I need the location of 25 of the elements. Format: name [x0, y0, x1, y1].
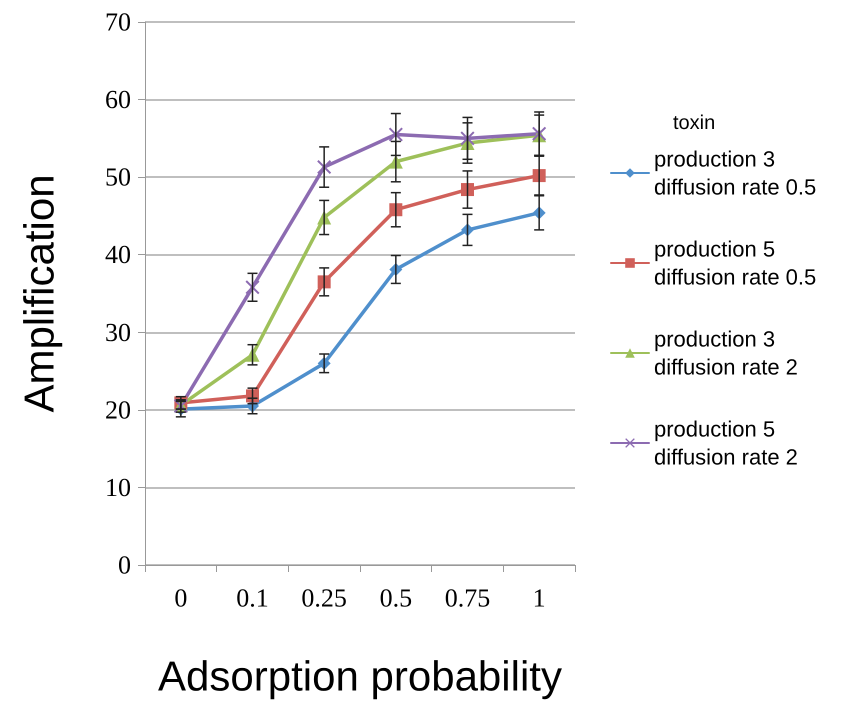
y-tick-label: 60: [105, 85, 131, 114]
y-tick-label: 20: [105, 395, 131, 424]
point: [317, 160, 332, 174]
y-tick-label: 0: [118, 550, 131, 580]
x-tick-label: 0.5: [380, 584, 412, 612]
point: [388, 127, 403, 142]
y-tick-label: 30: [105, 318, 131, 347]
y-tick-label: 50: [105, 162, 131, 192]
x-tick-label: 0.25: [301, 584, 347, 612]
point: [246, 280, 260, 294]
legend-title: toxin: [673, 112, 716, 134]
x-tick-label: 1: [532, 584, 546, 612]
legend-label: production 3 diffusion rate 2: [654, 326, 798, 380]
point: [460, 131, 474, 146]
legend-label: production 3 diffusion rate 0.5: [654, 146, 816, 200]
y-tick-label: 40: [105, 240, 131, 270]
y-tick-label: 10: [105, 472, 131, 502]
y-tick-label: 70: [105, 8, 131, 36]
x-tick-label: 0.75: [444, 584, 490, 612]
legend-label: production 5 diffusion rate 0.5: [654, 236, 816, 290]
x-axis-title: Adsorption probability: [158, 652, 562, 700]
x-tick-label: 0.1: [236, 584, 269, 612]
legend-label: production 5 diffusion rate 2: [654, 416, 798, 470]
x-tick-label: 0: [174, 584, 188, 612]
y-axis-title: Amplification: [16, 174, 62, 413]
